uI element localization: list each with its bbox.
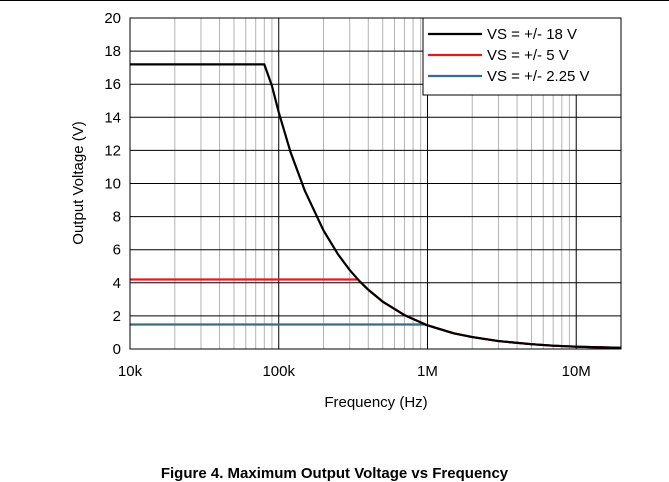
x-tick-label: 10M: [562, 363, 591, 380]
legend-label-3: VS = +/- 2.25 V: [487, 68, 590, 85]
page-top-rule: [0, 0, 669, 1]
series-lines: [130, 63, 622, 349]
y-tick-label: 12: [104, 142, 121, 159]
y-tick-label: 8: [113, 209, 121, 226]
y-tick-label: 0: [113, 341, 121, 358]
y-tick-label: 14: [104, 109, 121, 126]
x-tick-label: 10k: [118, 363, 143, 380]
chart: 0 2 4 6 8 10 12 14 16 18 20 10k 100k 1M 10M Frequency…: [70, 10, 622, 411]
y-tick-labels: 0 2 4 6 8 10 12 14 16 18 20: [104, 10, 121, 358]
y-tick-label: 4: [113, 275, 121, 292]
legend-label-1: VS = +/- 18 V: [487, 26, 577, 43]
y-tick-label: 10: [104, 176, 121, 193]
x-axis-label: Frequency (Hz): [324, 394, 427, 411]
y-axis-label: Output Voltage (V): [70, 121, 87, 244]
x-tick-label: 100k: [262, 363, 295, 380]
y-tick-label: 18: [104, 43, 121, 60]
y-tick-label: 6: [113, 242, 121, 259]
figure-caption: Figure 4. Maximum Output Voltage vs Freq…: [160, 465, 509, 482]
legend: VS = +/- 18 V VS = +/- 5 V VS = +/- 2.25 V: [422, 17, 622, 96]
legend-label-2: VS = +/- 5 V: [487, 47, 569, 64]
x-tick-labels: 10k 100k 1M 10M: [118, 363, 591, 380]
y-tick-label: 2: [113, 308, 121, 325]
y-tick-label: 20: [104, 10, 121, 27]
plot-frame: [129, 17, 622, 350]
legend-box: [422, 17, 622, 96]
y-tick-label: 16: [104, 76, 121, 93]
series-line-1: [130, 63, 622, 349]
x-tick-label: 1M: [417, 363, 438, 380]
